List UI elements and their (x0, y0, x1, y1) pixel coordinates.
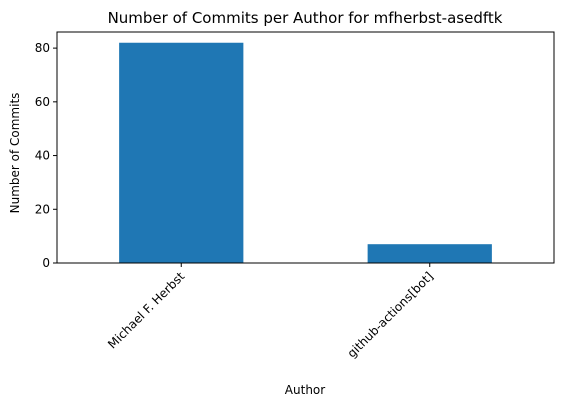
bars-group (119, 42, 492, 263)
bar-0 (119, 42, 244, 263)
x-axis-label: Author (285, 383, 325, 397)
y-tick-label-4: 80 (35, 41, 50, 55)
x-tick-label-1: github-actions[bot] (345, 269, 436, 360)
bar-1 (367, 244, 492, 263)
x-tick-label-0: Michael F. Herbst (105, 269, 187, 351)
chart-title: Number of Commits per Author for mfherbs… (108, 9, 503, 27)
y-axis-ticks: 0 20 40 60 80 (35, 41, 57, 270)
y-tick-label-1: 20 (35, 202, 50, 216)
y-tick-label-3: 60 (35, 95, 50, 109)
x-axis-ticks: Michael F. Herbst github-actions[bot] (105, 263, 436, 360)
y-tick-label-0: 0 (42, 256, 50, 270)
y-axis-label: Number of Commits (8, 93, 22, 214)
y-tick-label-2: 40 (35, 149, 50, 163)
plot-frame (56, 31, 555, 264)
